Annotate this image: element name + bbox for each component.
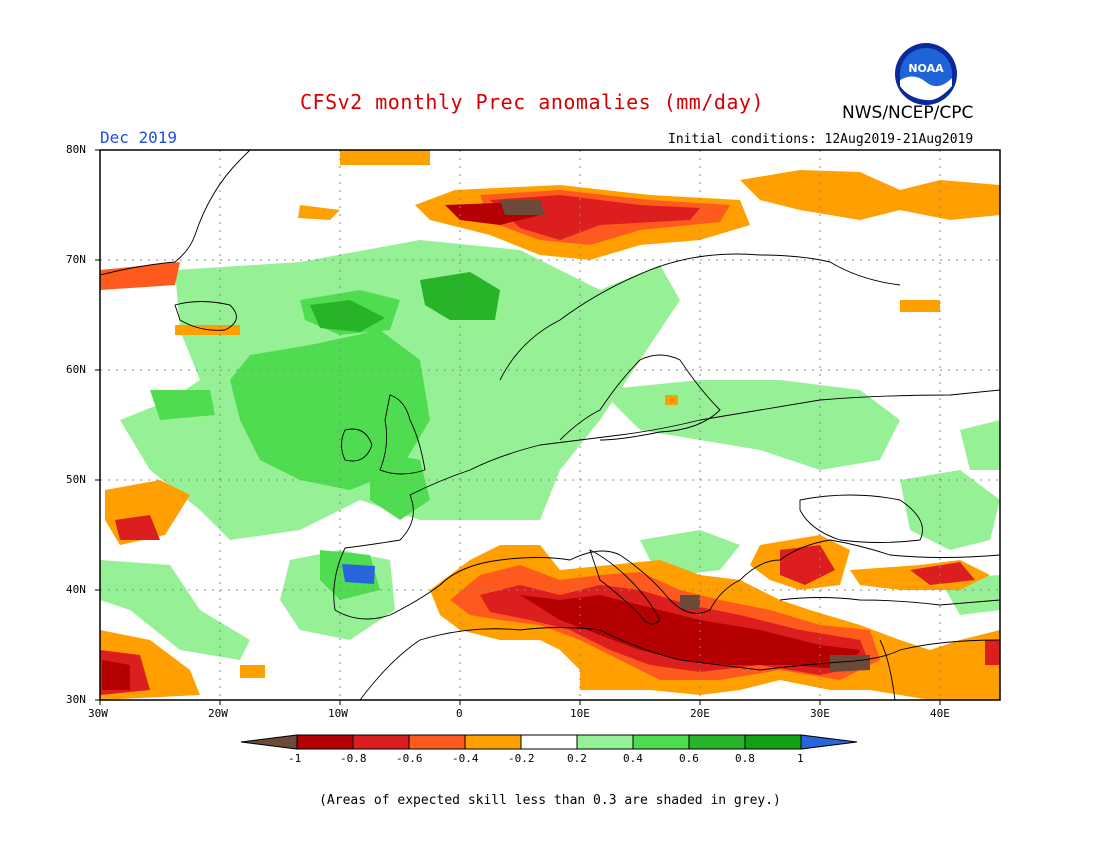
lon-label: 20W	[208, 707, 228, 720]
lat-label: 40N	[66, 583, 86, 596]
colorbar-label: 1	[797, 752, 804, 765]
axis-ticks	[95, 149, 941, 705]
colorbar-box	[688, 734, 746, 750]
colorbar-label: 0.4	[623, 752, 643, 765]
lon-label: 30W	[88, 707, 108, 720]
noaa-logo: NOAA	[895, 43, 957, 105]
colorbar-box	[352, 734, 410, 750]
lon-label: 0	[456, 707, 463, 720]
colorbar-box	[464, 734, 522, 750]
colorbar-label: -0.2	[508, 752, 535, 765]
colorbar-label: 0.8	[735, 752, 755, 765]
colorbar-label: -1	[288, 752, 302, 765]
anomaly-shading	[100, 150, 1000, 700]
forecast-month: Dec 2019	[100, 128, 178, 147]
initial-conditions: Initial conditions: 12Aug2019-21Aug2019	[668, 132, 974, 147]
colorbar-label: -0.8	[340, 752, 367, 765]
lon-label: 40E	[930, 707, 950, 720]
lat-label: 70N	[66, 253, 86, 266]
colorbar-box	[744, 734, 802, 750]
lat-label: 80N	[66, 143, 86, 156]
colorbar-label: -0.4	[452, 752, 479, 765]
agency-label: NWS/NCEP/CPC	[842, 103, 974, 123]
colorbar-label: 0.6	[679, 752, 699, 765]
noaa-logo-text: NOAA	[908, 62, 944, 75]
lon-label: 10E	[570, 707, 590, 720]
lat-label: 30N	[66, 693, 86, 706]
colorbar-box	[632, 734, 690, 750]
colorbar-box	[576, 734, 634, 750]
lat-label: 60N	[66, 363, 86, 376]
lon-label: 20E	[690, 707, 710, 720]
chart-title: CFSv2 monthly Prec anomalies (mm/day)	[300, 90, 765, 114]
map-frame	[99, 149, 1001, 701]
colorbar-label: 0.2	[567, 752, 587, 765]
lon-label: 10W	[328, 707, 348, 720]
map-gridlines	[100, 150, 1000, 700]
colorbar-arrow-low	[240, 734, 298, 750]
colorbar-box	[408, 734, 466, 750]
footnote: (Areas of expected skill less than 0.3 a…	[319, 793, 781, 808]
colorbar-box	[520, 734, 578, 750]
coastlines	[100, 150, 1000, 700]
lat-label: 50N	[66, 473, 86, 486]
colorbar-arrow-high	[800, 734, 858, 750]
colorbar-label: -0.6	[396, 752, 423, 765]
lon-label: 30E	[810, 707, 830, 720]
colorbar-box	[296, 734, 354, 750]
